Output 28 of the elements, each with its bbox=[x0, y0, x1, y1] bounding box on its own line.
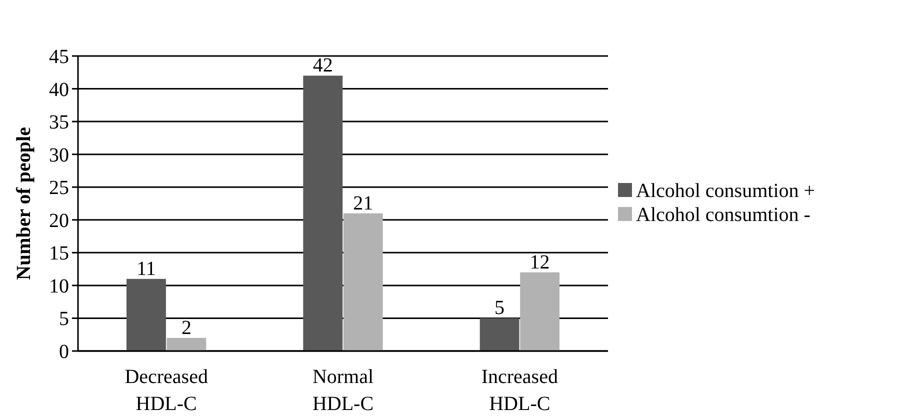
y-tick-label: 30 bbox=[49, 144, 69, 166]
data-label: 12 bbox=[530, 251, 550, 274]
y-tick-label: 15 bbox=[49, 242, 69, 265]
y-axis-title: Number of people bbox=[13, 126, 35, 280]
legend-label: Alcohol consumtion - bbox=[636, 204, 810, 226]
bar bbox=[166, 338, 206, 351]
x-tick-label: Decreased HDL-C bbox=[124, 366, 208, 415]
y-tick-label: 45 bbox=[49, 46, 69, 68]
y-tick-label: 40 bbox=[49, 78, 69, 101]
data-label: 42 bbox=[312, 54, 333, 77]
data-label: 21 bbox=[353, 192, 374, 214]
y-tick-label: 35 bbox=[49, 112, 69, 134]
legend-label: Alcohol consumtion + bbox=[636, 180, 816, 202]
data-label: 5 bbox=[494, 297, 505, 320]
y-tick-label: 0 bbox=[59, 341, 69, 363]
y-tick-label: 20 bbox=[49, 210, 69, 232]
bar bbox=[126, 278, 166, 351]
bar bbox=[480, 318, 520, 351]
data-label: 11 bbox=[136, 258, 156, 280]
y-tick-label: 25 bbox=[49, 177, 69, 200]
bar bbox=[303, 76, 343, 351]
bar bbox=[343, 213, 383, 351]
bar bbox=[520, 272, 560, 351]
data-label: 2 bbox=[181, 316, 192, 339]
x-tick-label: Normal HDL-C bbox=[312, 366, 374, 415]
x-tick-label: Increased HDL-C bbox=[481, 366, 558, 415]
y-tick-label: 5 bbox=[59, 308, 69, 330]
y-tick-label: 10 bbox=[49, 275, 69, 298]
